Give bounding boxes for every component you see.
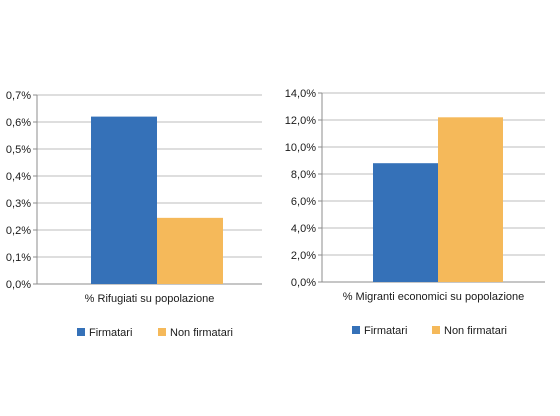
legend-label-non-firmatari: Non firmatari bbox=[170, 327, 233, 339]
y-tick-label: 0,0% bbox=[6, 279, 31, 291]
y-tick-label: 12,0% bbox=[285, 115, 316, 127]
y-tick-label: 14,0% bbox=[285, 88, 316, 100]
legend-swatch-non-firmatari bbox=[158, 328, 166, 336]
legend-label-firmatari: Firmatari bbox=[89, 327, 132, 339]
legend-label-firmatari: Firmatari bbox=[364, 325, 407, 337]
bar-non-firmatari bbox=[438, 117, 503, 282]
y-tick-label: 8,0% bbox=[291, 169, 316, 181]
refugees-chart: 0,0% 0,1% 0,2% 0,3% 0,4% 0,5% 0,6% 0,7% % Rifugi… bbox=[6, 90, 262, 339]
y-tick-label: 0,7% bbox=[6, 90, 31, 102]
y-tick-label: 0,0% bbox=[291, 277, 316, 289]
y-tick-label: 0,4% bbox=[6, 171, 31, 183]
legend-swatch-non-firmatari bbox=[432, 326, 440, 334]
y-tick-label: 6,0% bbox=[291, 196, 316, 208]
bar-non-firmatari bbox=[157, 217, 223, 284]
legend-swatch-firmatari bbox=[352, 326, 360, 334]
y-tick-label: 0,6% bbox=[6, 117, 31, 129]
x-axis-label: % Rifugiati su popolazione bbox=[85, 293, 215, 305]
y-tick-label: 0,2% bbox=[6, 225, 31, 237]
y-tick-label: 2,0% bbox=[291, 250, 316, 262]
y-tick-label: 0,3% bbox=[6, 198, 31, 210]
y-tick-label: 10,0% bbox=[285, 142, 316, 154]
economic-migrants-chart: 0,0% 2,0% 4,0% 6,0% 8,0% 10,0% 12,0% 14,0% % Mig… bbox=[285, 88, 545, 337]
x-axis-label: % Migranti economici su popolazione bbox=[343, 291, 525, 303]
legend-label-non-firmatari: Non firmatari bbox=[444, 325, 507, 337]
y-tick-label: 4,0% bbox=[291, 223, 316, 235]
y-tick-label: 0,5% bbox=[6, 144, 31, 156]
bar-firmatari bbox=[91, 116, 157, 284]
legend-swatch-firmatari bbox=[77, 328, 85, 336]
bar-firmatari bbox=[373, 163, 438, 282]
y-tick-label: 0,1% bbox=[6, 252, 31, 264]
